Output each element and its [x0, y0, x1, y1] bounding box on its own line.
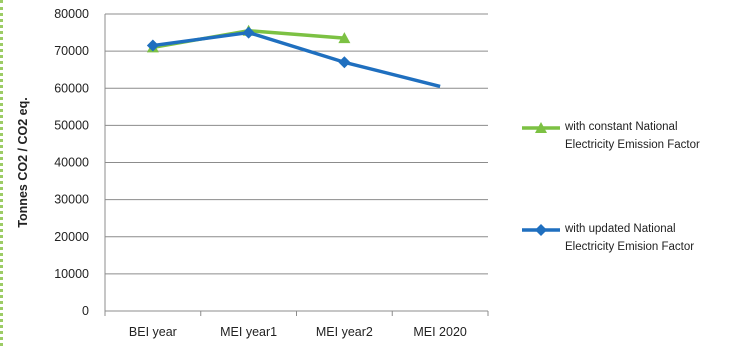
y-tick-label: 20000 — [54, 230, 89, 244]
series-line — [152, 30, 441, 89]
legend-label: Electricity Emision Factor — [565, 241, 694, 253]
page-border — [0, 0, 4, 346]
triangle-marker — [338, 32, 351, 44]
y-tick-label: 70000 — [54, 44, 89, 58]
x-tick-label: MEI 2020 — [413, 325, 467, 339]
legend-label: with constant National — [564, 121, 678, 133]
y-tick-label: 80000 — [54, 7, 89, 21]
legend-label: with updated National — [564, 223, 676, 235]
series-group — [146, 24, 441, 89]
triangle-marker — [535, 122, 547, 133]
y-tick-label: 60000 — [54, 81, 89, 95]
y-axis-title: Tonnes CO2 / CO2 eq. — [16, 97, 30, 227]
y-tick-label: 10000 — [54, 267, 89, 281]
grid-lines — [105, 13, 488, 275]
y-tick-label: 40000 — [54, 156, 89, 170]
legend-entry-1: with constant National Electricity Emissi… — [522, 121, 700, 151]
diamond-marker — [535, 224, 547, 236]
y-tick-label: 0 — [82, 304, 89, 318]
x-axis-ticks: BEI year MEI year1 MEI year2 MEI 2020 — [104, 311, 489, 339]
y-axis-ticks: 0 10000 20000 30000 40000 50000 60000 70000 8000… — [54, 7, 89, 318]
diamond-marker — [146, 39, 159, 52]
x-tick-label: MEI year2 — [316, 325, 373, 339]
diamond-marker — [338, 56, 351, 69]
x-tick-label: MEI year1 — [220, 325, 277, 339]
y-tick-label: 50000 — [54, 118, 89, 132]
y-tick-label: 30000 — [54, 193, 89, 207]
x-tick-label: BEI year — [129, 325, 177, 339]
legend: with constant National Electricity Emissi… — [522, 121, 700, 253]
legend-label: Electricity Emission Factor — [565, 139, 700, 151]
series-2 — [146, 26, 441, 89]
diamond-marker — [242, 26, 255, 39]
legend-entry-2: with updated National Electricity Emision… — [522, 223, 694, 253]
